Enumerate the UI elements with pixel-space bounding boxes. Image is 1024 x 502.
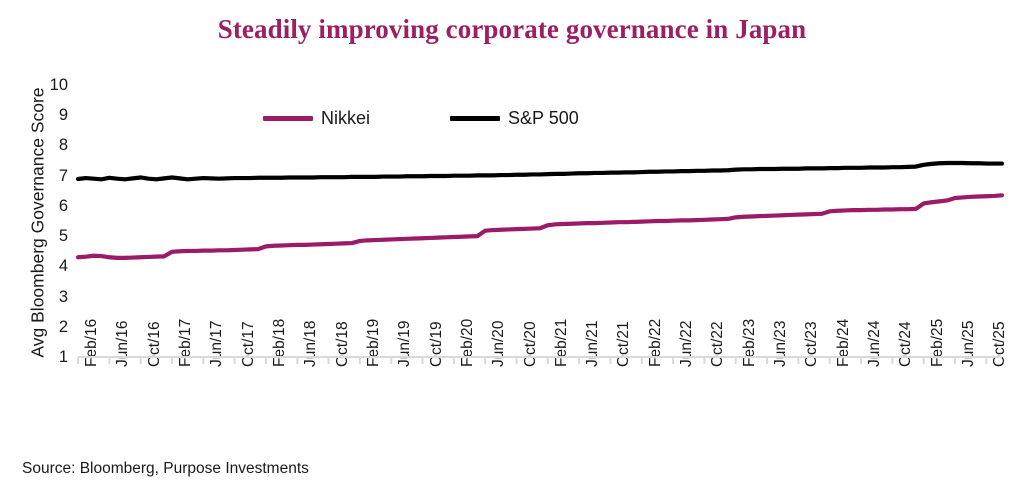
series-line-nikkei	[75, 193, 1005, 260]
page-title: Steadily improving corporate governance …	[217, 14, 807, 44]
y-tick-label: 10	[49, 76, 68, 94]
y-tick-label: 3	[58, 287, 68, 306]
y-tick-label: 2	[58, 317, 68, 336]
legend-item-nikkei[interactable]: Nikkei	[263, 109, 370, 127]
y-tick-label: 8	[58, 136, 68, 155]
legend-swatch-nikkei	[263, 115, 313, 121]
legend-item-sp500[interactable]: S&P 500	[450, 109, 579, 127]
y-tick-label: 6	[58, 196, 68, 215]
legend-label-sp500: S&P 500	[508, 108, 579, 128]
legend-label-nikkei: Nikkei	[321, 108, 371, 128]
y-tick-label: 4	[58, 257, 68, 276]
y-tick-label: 1	[58, 348, 68, 366]
source-note: Source: Bloomberg, Purpose Investments	[22, 460, 309, 477]
y-tick-label: 7	[58, 166, 68, 185]
y-tick-label: 5	[58, 227, 68, 246]
legend-swatch-sp500	[450, 115, 500, 121]
series-line-s-p-500	[75, 160, 1005, 182]
y-tick-label: 9	[58, 106, 68, 125]
